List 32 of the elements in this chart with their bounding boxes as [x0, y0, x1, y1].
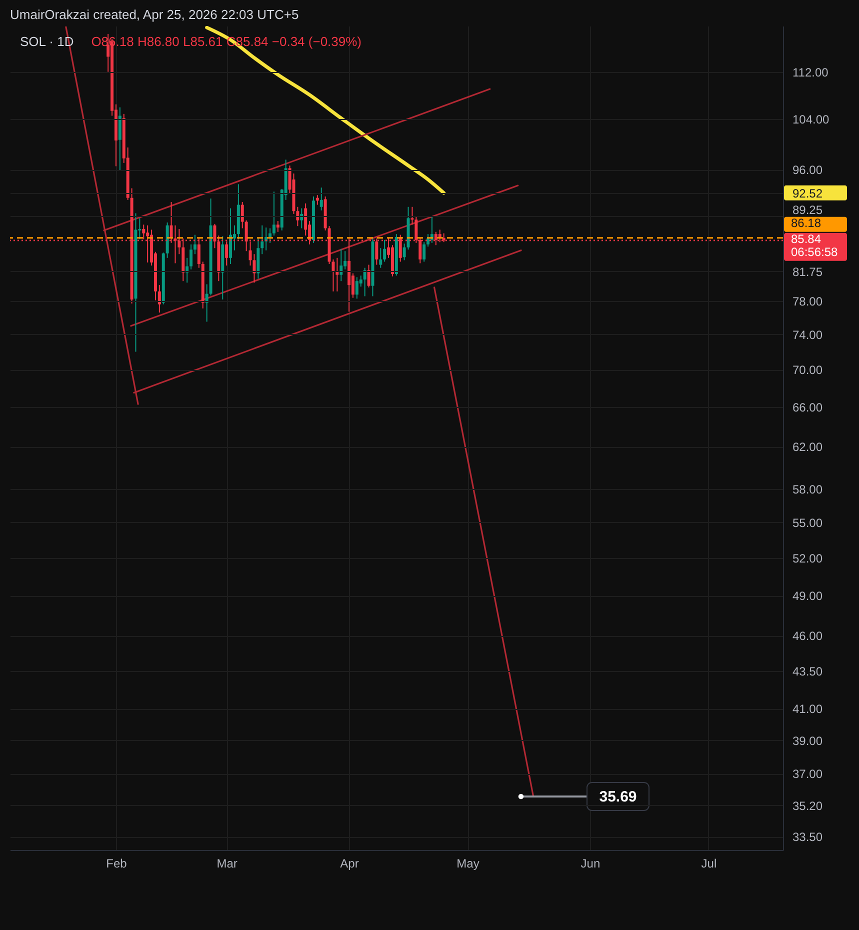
y-tick-label: 37.00 — [792, 767, 823, 782]
y-tick-label: 35.20 — [792, 798, 823, 813]
y-tick-label: 74.00 — [792, 328, 823, 342]
y-tick-label: 96.00 — [792, 163, 823, 178]
y-tick-label: 52.00 — [792, 552, 823, 566]
y-tick-label: 81.75 — [792, 264, 823, 279]
y-tick-label: 112.00 — [792, 65, 829, 80]
y-tick-label: 58.00 — [792, 482, 823, 496]
x-tick-label: Apr — [340, 856, 359, 870]
y-tick-label: 62.00 — [792, 440, 823, 454]
y-tick-label: 66.00 — [792, 400, 823, 414]
y-tick-label: 43.50 — [792, 664, 823, 679]
ref-line-label: 85.84 06:56:58 — [791, 232, 838, 259]
y-tick-label: 70.00 — [792, 363, 823, 378]
y-tick-label: 104.00 — [792, 112, 830, 126]
x-tick-label: Mar — [216, 856, 238, 870]
ref-line-label: 86.18 — [791, 216, 822, 230]
x-tick-label: Feb — [106, 856, 128, 870]
y-tick-label: 92.52 — [792, 186, 823, 200]
y-tick-label: 39.00 — [792, 734, 823, 748]
x-tick-label: Jun — [580, 856, 600, 870]
y-tick-label: 41.00 — [792, 702, 823, 716]
y-tick-label: 46.00 — [792, 629, 823, 644]
y-tick-label: 89.25 — [792, 202, 823, 217]
annotation: 35.69 — [599, 788, 637, 806]
y-tick-label: 49.00 — [792, 589, 823, 604]
x-tick-label: May — [456, 856, 480, 870]
y-tick-label: 33.50 — [792, 830, 823, 844]
y-tick-label: 78.00 — [792, 294, 823, 309]
y-tick-label: 55.00 — [792, 516, 823, 530]
x-tick-label: Jul — [701, 856, 717, 870]
chart-subtitle: UmairOrakzai created, Apr 25, 2026 22:03 UTC+5 — [10, 7, 299, 22]
